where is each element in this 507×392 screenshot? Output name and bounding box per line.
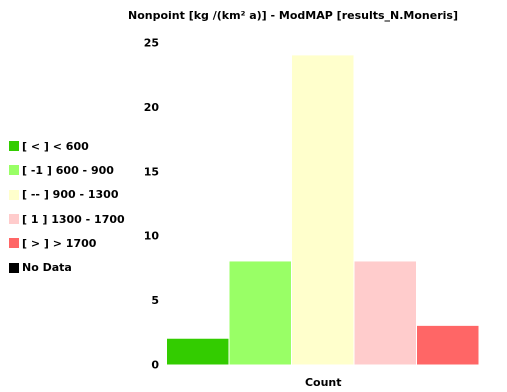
legend: [ < ] < 600 [ -1 ] 600 - 900 [ -- ] 900 … [9,134,125,280]
y-tick-label: 15 [144,165,159,178]
legend-label: [ < ] < 600 [22,139,89,153]
bar [292,55,354,365]
legend-item-600-900: [ -1 ] 600 - 900 [9,158,125,182]
legend-label: [ -1 ] 600 - 900 [22,163,114,177]
bar [417,325,479,365]
legend-item-gt-1700: [ > ] > 1700 [9,231,125,255]
bar [229,261,291,365]
y-tick-label: 0 [151,359,159,372]
legend-item-lt-600: [ < ] < 600 [9,134,125,158]
legend-swatch [9,141,19,152]
legend-swatch [9,262,19,273]
legend-label: [ 1 ] 1300 - 1700 [22,212,125,226]
legend-swatch [9,214,19,225]
legend-item-no-data: No Data [9,255,125,279]
legend-swatch [9,238,19,249]
legend-item-900-1300: [ -- ] 900 - 1300 [9,183,125,207]
legend-label: No Data [22,261,72,275]
legend-swatch [9,165,19,176]
legend-item-1300-1700: [ 1 ] 1300 - 1700 [9,207,125,231]
y-tick-label: 10 [144,230,160,243]
y-tick-label: 25 [144,37,159,50]
legend-label: [ -- ] 900 - 1300 [22,188,119,202]
y-tick-label: 5 [151,294,159,307]
bar [167,338,229,365]
legend-swatch [9,189,19,200]
bar [354,261,416,365]
chart-title: Nonpoint [kg /(km² a)] - ModMAP [results… [128,9,458,22]
x-axis-label: Count [305,376,342,389]
y-tick-label: 20 [144,101,160,114]
legend-label: [ > ] > 1700 [22,236,97,250]
